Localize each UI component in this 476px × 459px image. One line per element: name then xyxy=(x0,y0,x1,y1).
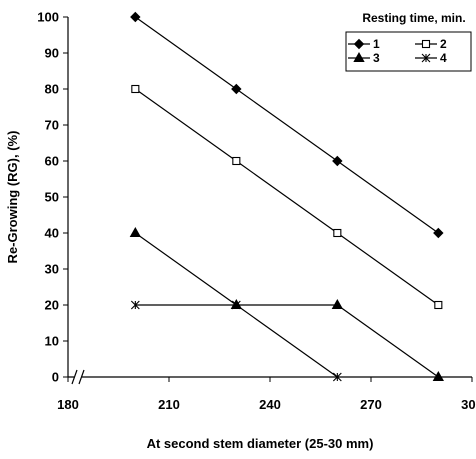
legend-item-2: 2 xyxy=(415,37,447,51)
legend-marker xyxy=(353,38,365,50)
legend-label: 1 xyxy=(373,37,380,51)
y-tick-label: 10 xyxy=(45,334,59,349)
series-line xyxy=(134,232,439,378)
legend-title: Resting time, min. xyxy=(362,11,465,25)
legend-marker xyxy=(421,39,431,49)
legend: Resting time, min. 1 2 3 4 xyxy=(345,11,472,72)
x-tick-label: 300 xyxy=(461,397,476,412)
data-point xyxy=(332,155,343,167)
x-tick-label: 210 xyxy=(158,397,180,412)
data-point xyxy=(332,372,342,382)
axis-break-gap xyxy=(74,368,82,386)
y-tick-label: 90 xyxy=(45,46,59,61)
data-point xyxy=(434,300,443,310)
y-tick-label: 20 xyxy=(45,298,59,313)
axis-break-mark xyxy=(71,369,78,385)
legend-label: 4 xyxy=(440,51,447,65)
x-tick-label: 270 xyxy=(360,397,382,412)
y-tick-label: 40 xyxy=(45,226,59,241)
x-tick-label: 180 xyxy=(57,397,79,412)
series-line xyxy=(135,304,338,378)
data-point xyxy=(129,226,141,237)
legend-marker xyxy=(353,51,365,62)
chart-ticks: 0 10 20 30 40 50 60 70 80 90 100 180 210 240 270 300 xyxy=(37,10,476,413)
series-2 xyxy=(131,84,443,310)
legend-label: 3 xyxy=(373,51,380,65)
data-point xyxy=(231,83,242,95)
legend-marker xyxy=(421,53,431,63)
axis-break-mark xyxy=(78,369,85,385)
series-1 xyxy=(130,11,444,239)
legend-label: 2 xyxy=(440,37,447,51)
chart-series xyxy=(129,11,444,382)
y-axis-title: Re-Growing (RG), (%) xyxy=(5,131,20,264)
data-point xyxy=(333,228,342,238)
y-tick-label: 30 xyxy=(45,262,59,277)
data-point xyxy=(432,370,444,381)
chart-axes xyxy=(67,17,472,386)
y-tick-label: 50 xyxy=(45,190,59,205)
legend-item-4: 4 xyxy=(415,51,447,65)
y-tick-label: 60 xyxy=(45,154,59,169)
data-point xyxy=(331,298,343,309)
legend-item-1: 1 xyxy=(348,37,380,51)
x-tick-label: 240 xyxy=(259,397,281,412)
legend-item-3: 3 xyxy=(348,51,380,65)
legend-items: 1 2 3 4 xyxy=(348,37,447,65)
data-point xyxy=(130,300,140,310)
x-axis-title: At second stem diameter (25-30 mm) xyxy=(147,436,374,451)
series-3 xyxy=(129,226,444,381)
data-point xyxy=(433,227,444,239)
series-line xyxy=(134,88,439,306)
data-point xyxy=(231,300,241,310)
legend-box xyxy=(345,31,472,72)
series-line xyxy=(134,16,439,234)
y-tick-label: 0 xyxy=(52,370,59,385)
y-tick-label: 70 xyxy=(45,118,59,133)
data-point xyxy=(232,156,241,166)
y-tick-label: 100 xyxy=(37,10,59,25)
series-4 xyxy=(130,300,342,382)
data-point xyxy=(131,84,140,94)
y-tick-label: 80 xyxy=(45,82,59,97)
data-point xyxy=(130,11,141,23)
